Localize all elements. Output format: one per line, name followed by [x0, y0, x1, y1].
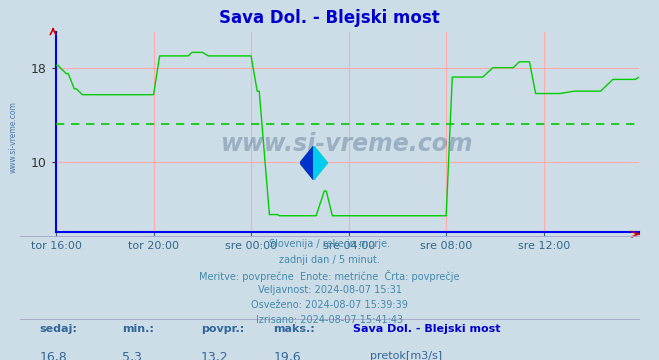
Polygon shape [314, 146, 328, 180]
Text: www.si-vreme.com: www.si-vreme.com [9, 101, 18, 173]
Text: min.:: min.: [122, 324, 154, 334]
Text: 13,2: 13,2 [201, 351, 229, 360]
Polygon shape [300, 146, 328, 180]
Text: Slovenija / reke in morje.: Slovenija / reke in morje. [269, 239, 390, 249]
Text: Veljavnost: 2024-08-07 15:31: Veljavnost: 2024-08-07 15:31 [258, 285, 401, 295]
Text: Izrisano: 2024-08-07 15:41:43: Izrisano: 2024-08-07 15:41:43 [256, 315, 403, 325]
Text: www.si-vreme.com: www.si-vreme.com [221, 132, 474, 156]
Text: Sava Dol. - Blejski most: Sava Dol. - Blejski most [219, 9, 440, 27]
Text: Meritve: povprečne  Enote: metrične  Črta: povprečje: Meritve: povprečne Enote: metrične Črta:… [199, 270, 460, 282]
Text: Sava Dol. - Blejski most: Sava Dol. - Blejski most [353, 324, 500, 334]
Text: Osveženo: 2024-08-07 15:39:39: Osveženo: 2024-08-07 15:39:39 [251, 300, 408, 310]
Text: povpr.:: povpr.: [201, 324, 244, 334]
Text: sedaj:: sedaj: [40, 324, 77, 334]
Polygon shape [300, 146, 314, 180]
Text: 19,6: 19,6 [273, 351, 301, 360]
Text: zadnji dan / 5 minut.: zadnji dan / 5 minut. [279, 255, 380, 265]
Text: pretok[m3/s]: pretok[m3/s] [370, 351, 442, 360]
Text: 16,8: 16,8 [40, 351, 67, 360]
Text: 5,3: 5,3 [122, 351, 142, 360]
Text: maks.:: maks.: [273, 324, 315, 334]
